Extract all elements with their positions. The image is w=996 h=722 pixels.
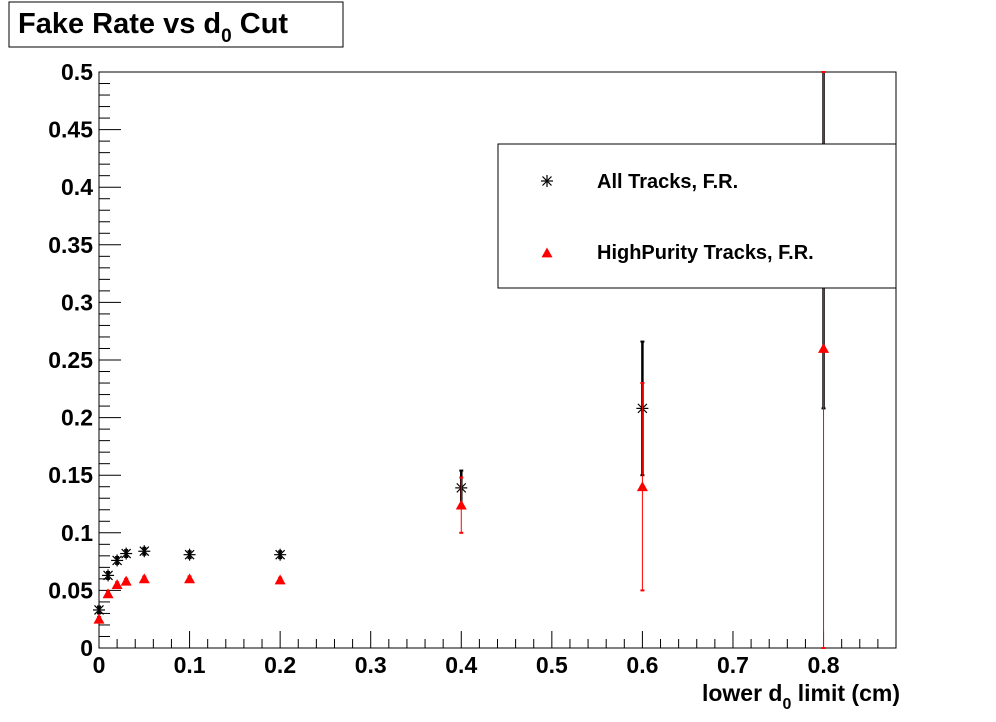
data-point xyxy=(138,545,151,558)
data-point xyxy=(138,573,150,584)
x-tick-label: 0.7 xyxy=(717,652,749,678)
data-point xyxy=(455,499,467,510)
y-tick-label: 0.05 xyxy=(48,577,93,603)
data-point xyxy=(274,548,287,561)
data-point xyxy=(274,574,286,585)
data-point xyxy=(120,575,132,586)
data-point xyxy=(93,613,105,624)
legend: All Tracks, F.R. HighPurity Tracks, F.R. xyxy=(497,143,897,289)
data-point xyxy=(120,547,133,560)
legend-box xyxy=(497,143,897,289)
y-tick-label: 0.45 xyxy=(48,117,93,143)
y-tick-label: 0.35 xyxy=(48,232,93,258)
y-tick-label: 0.15 xyxy=(48,462,93,488)
y-tick-label: 0.4 xyxy=(61,174,93,200)
x-tick-label: 0.6 xyxy=(626,652,658,678)
legend-label-highpurity-tracks: HighPurity Tracks, F.R. xyxy=(597,242,814,264)
x-tick-label: 0.8 xyxy=(808,652,840,678)
x-tick-label: 0.2 xyxy=(264,652,296,678)
axes: 0 0.05 0.1 0.15 0.2 0.25 0.3 0.35 0.4 0.45 0.5 0 0.1… xyxy=(48,59,897,678)
data-point xyxy=(818,342,830,353)
data-point xyxy=(636,481,648,492)
data-point xyxy=(102,588,114,599)
x-tick-label: 0 xyxy=(93,652,106,678)
x-tick-label: 0.1 xyxy=(174,652,206,678)
legend-star-marker xyxy=(541,175,553,187)
data-point xyxy=(102,569,115,582)
data-point xyxy=(184,573,196,584)
x-axis-label: lower d0 limit (cm) xyxy=(702,680,900,713)
legend-marker-highpurity-tracks xyxy=(541,247,553,258)
data-point xyxy=(183,548,196,561)
y-tick-label: 0.1 xyxy=(61,520,93,546)
title-box: Fake Rate vs d0 Cut xyxy=(8,1,344,48)
y-tick-label: 0 xyxy=(80,635,93,661)
y-tick-label: 0.25 xyxy=(48,347,93,373)
x-tick-label: 0.5 xyxy=(536,652,568,678)
legend-marker-all-tracks xyxy=(541,175,553,187)
data-point xyxy=(111,554,124,567)
y-tick-label: 0.3 xyxy=(61,289,93,315)
x-tick-label: 0.4 xyxy=(445,652,477,678)
x-tick-label: 0.3 xyxy=(355,652,387,678)
y-tick-label: 0.5 xyxy=(61,59,93,85)
y-tick-label: 0.2 xyxy=(61,405,93,431)
legend-label-all-tracks: All Tracks, F.R. xyxy=(597,171,738,193)
data-point xyxy=(111,579,123,590)
legend-triangle-marker xyxy=(541,247,553,258)
chart-title: Fake Rate vs d0 Cut xyxy=(18,8,288,47)
